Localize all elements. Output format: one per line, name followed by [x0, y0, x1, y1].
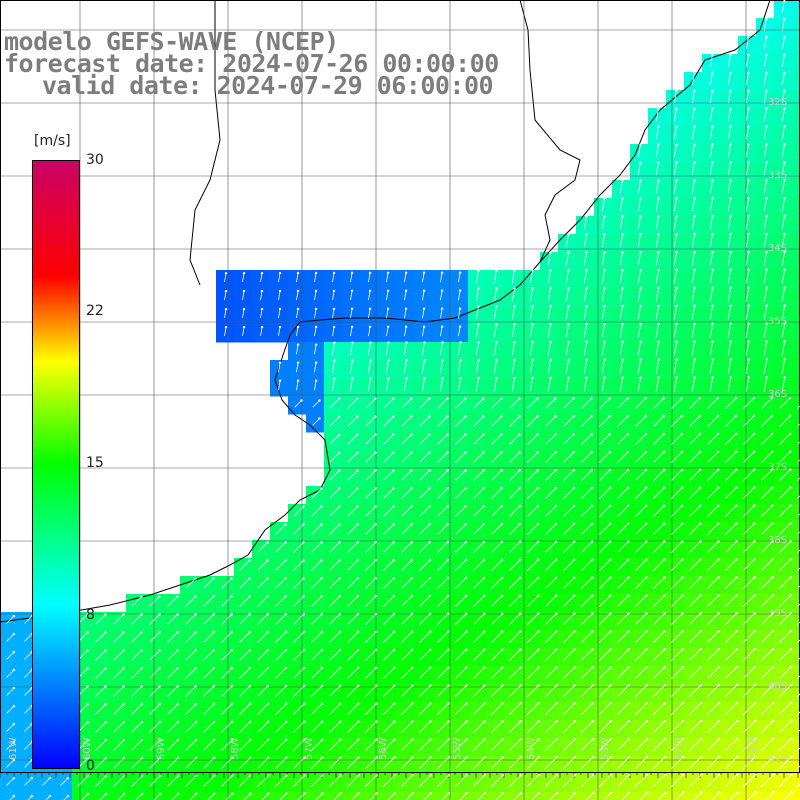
lat-label: 36S: [768, 389, 787, 400]
lon-label: 57W: [304, 737, 315, 760]
valid-date: valid date: 2024-07-29 06:00:00: [42, 71, 494, 100]
lon-label: 53W: [600, 737, 611, 760]
forecast-date: forecast date: 2024-07-26 00:00:00: [4, 49, 499, 78]
model-title: modelo GEFS-WAVE (NCEP): [4, 27, 339, 56]
lon-label: 54W: [526, 737, 537, 760]
grid-labels: 32S 33S 34S 35S 36S 37S 38S 39S 40S 41S 61W 60W 59W 5…: [8, 97, 787, 765]
wind-vectors: [6, 0, 800, 800]
lat-label: 40S: [768, 681, 787, 692]
colorbar-tick: 15: [86, 455, 104, 471]
lon-label: 61W: [8, 737, 19, 760]
lat-label: 37S: [768, 462, 787, 473]
lon-label: 51W: [748, 737, 759, 760]
lon-label: 59W: [156, 737, 167, 760]
lat-label: 33S: [768, 170, 787, 181]
lon-label: 58W: [230, 737, 241, 760]
lat-label: 39S: [768, 608, 787, 619]
colorbar-tick: 30: [86, 152, 104, 168]
lon-label: 60W: [82, 737, 93, 760]
colorbar-tick: 0: [86, 758, 95, 774]
lon-label: 52W: [674, 737, 685, 760]
colorbar-unit: [m/s]: [34, 133, 71, 149]
lat-label: 34S: [768, 243, 787, 254]
lat-label: 41S: [768, 754, 787, 765]
colorbar-tick: 22: [86, 303, 104, 319]
lat-label: 32S: [768, 97, 787, 108]
lat-label: 35S: [768, 316, 787, 327]
colorbar-tick: 8: [86, 607, 95, 623]
colorbar: [32, 160, 80, 769]
lat-label: 38S: [768, 535, 787, 546]
lon-label: 56W: [378, 737, 389, 760]
lon-label: 55W: [452, 737, 463, 760]
